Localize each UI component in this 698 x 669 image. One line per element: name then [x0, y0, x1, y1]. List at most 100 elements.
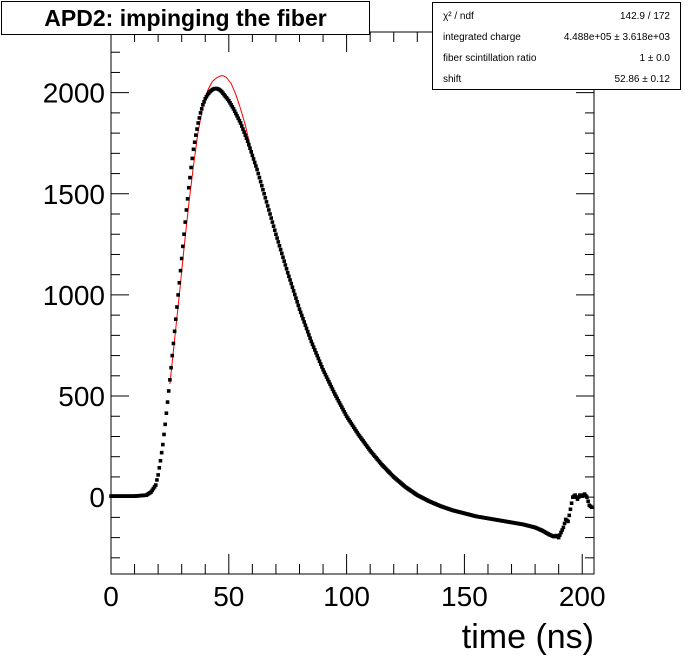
data-point	[165, 400, 170, 404]
data-point	[575, 497, 580, 501]
data-point	[254, 164, 258, 168]
data-point	[310, 342, 315, 347]
data-point	[296, 303, 301, 308]
data-point	[257, 175, 262, 180]
stats-value: 52.86 ± 0.12	[614, 73, 670, 85]
y-tick-label: 0	[89, 482, 105, 513]
data-point	[195, 127, 199, 131]
data-point	[186, 185, 191, 190]
data-point	[337, 401, 342, 405]
data-point	[263, 196, 268, 200]
x-tick-label: 100	[323, 581, 370, 612]
data-point	[318, 362, 323, 366]
data-point	[170, 353, 175, 358]
data-point	[566, 519, 570, 524]
data-point	[334, 394, 338, 399]
data-point	[244, 136, 249, 140]
data-point	[284, 267, 289, 271]
data-point	[184, 208, 189, 212]
data-point	[168, 378, 172, 382]
data-point	[202, 99, 206, 104]
data-point	[350, 423, 355, 428]
data-point	[353, 427, 357, 431]
data-point	[192, 140, 197, 145]
data-point	[336, 398, 341, 403]
data-point	[272, 228, 277, 232]
stats-value: 142.9 / 172	[619, 10, 670, 22]
data-point	[275, 236, 279, 240]
data-point	[323, 372, 328, 377]
chart-title: APD2: impinging the fiber	[1, 1, 370, 35]
data-point	[325, 377, 330, 382]
data-point	[558, 533, 562, 537]
data-point	[241, 127, 245, 131]
data-point	[294, 296, 298, 300]
data-point	[321, 367, 325, 372]
data-point	[322, 370, 327, 374]
stats-value: 4.488e+05 ± 3.618e+03	[563, 31, 670, 43]
data-point	[561, 525, 566, 530]
fit-curve-layer	[169, 74, 256, 384]
data-point	[276, 240, 281, 244]
data-point	[178, 268, 183, 273]
data-point	[256, 171, 261, 176]
data-point	[265, 204, 270, 208]
data-point	[199, 107, 204, 111]
data-point	[175, 305, 179, 309]
data-point	[331, 389, 336, 394]
data-point	[228, 100, 232, 105]
data-point	[173, 317, 178, 321]
data-point	[278, 247, 283, 252]
data-point	[177, 280, 182, 285]
data-point	[162, 432, 166, 437]
data-point	[196, 121, 200, 125]
data-point	[262, 191, 266, 196]
stats-value: 1 ± 0.0	[639, 52, 670, 64]
data-point	[307, 333, 311, 337]
data-point	[313, 348, 317, 352]
data-point	[568, 507, 573, 512]
data-point	[229, 103, 233, 107]
data-point	[236, 116, 241, 121]
data-point	[354, 429, 358, 433]
data-point	[243, 133, 248, 137]
data-point	[156, 473, 160, 477]
data-point	[179, 256, 184, 261]
data-point	[245, 139, 250, 144]
data-point	[347, 418, 351, 422]
data-point	[342, 410, 347, 414]
data-point	[586, 499, 590, 503]
data-point	[274, 232, 278, 237]
data-point	[589, 505, 594, 510]
data-point	[285, 270, 290, 275]
data-point	[298, 310, 303, 315]
data-point	[239, 124, 244, 128]
data-point	[343, 412, 348, 416]
plot-axes	[110, 31, 595, 575]
data-point	[159, 450, 164, 455]
data-point	[315, 353, 319, 358]
x-axis-label: time (ns)	[462, 618, 594, 656]
data-point	[281, 255, 285, 260]
data-point	[556, 535, 561, 540]
data-point	[252, 160, 257, 165]
data-point	[567, 513, 572, 518]
data-point	[251, 157, 256, 161]
data-point	[349, 421, 354, 426]
data-point	[249, 150, 253, 154]
data-point	[585, 495, 589, 499]
data-point	[161, 442, 165, 447]
data-point	[261, 187, 265, 192]
data-point	[169, 365, 173, 370]
data-point	[250, 153, 255, 158]
data-point	[559, 530, 563, 535]
data-point	[255, 167, 259, 172]
data-point	[280, 251, 284, 256]
data-point	[328, 382, 332, 387]
data-point	[271, 224, 276, 228]
data-point	[231, 107, 236, 111]
data-point	[573, 493, 577, 497]
plot-frame	[110, 31, 595, 575]
data-point	[176, 293, 180, 297]
